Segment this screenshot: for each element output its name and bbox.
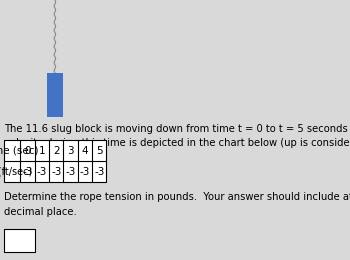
- Text: velocity during this time is depicted in the chart below (up is considered the p: velocity during this time is depicted in…: [5, 138, 350, 148]
- Text: time (sec): time (sec): [0, 146, 38, 156]
- Text: 5: 5: [96, 146, 103, 156]
- Text: decimal place.: decimal place.: [5, 207, 77, 217]
- Text: -3: -3: [51, 167, 61, 177]
- Text: 4: 4: [82, 146, 88, 156]
- Bar: [47, 73, 63, 117]
- Text: Determine the rope tension in pounds.  Your answer should include at least one d: Determine the rope tension in pounds. Yo…: [5, 192, 350, 202]
- Text: -3: -3: [37, 167, 47, 177]
- Text: -3: -3: [80, 167, 90, 177]
- Bar: [5, 229, 35, 252]
- Text: -3: -3: [94, 167, 105, 177]
- Bar: [5, 140, 106, 182]
- Text: The 11.6 slug block is moving down from time t = 0 to t = 5 seconds with constan: The 11.6 slug block is moving down from …: [5, 124, 350, 133]
- Text: -3: -3: [65, 167, 76, 177]
- Text: 2: 2: [53, 146, 60, 156]
- Text: v(ft/sec): v(ft/sec): [0, 167, 33, 177]
- Text: 3: 3: [67, 146, 74, 156]
- Text: 1: 1: [38, 146, 45, 156]
- Text: -3: -3: [22, 167, 33, 177]
- Text: 0: 0: [24, 146, 31, 156]
